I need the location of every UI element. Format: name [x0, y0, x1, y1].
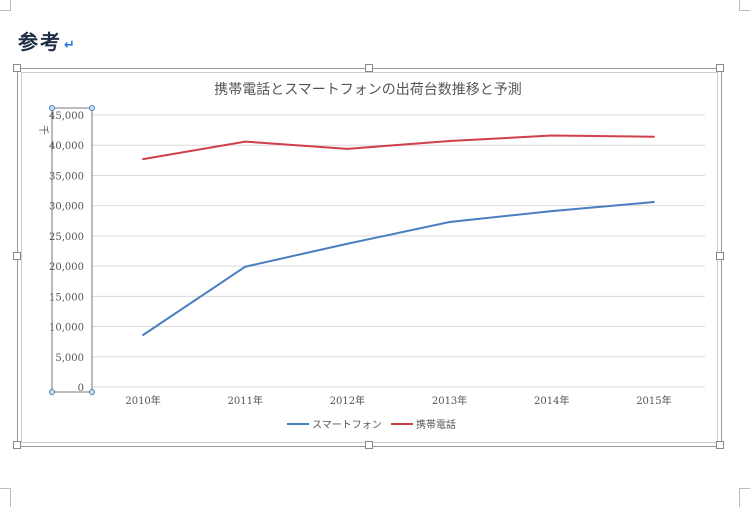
- data-point[interactable]: [142, 334, 145, 337]
- y-tick-label: 10,000: [49, 323, 84, 334]
- resize-handle[interactable]: [716, 252, 724, 260]
- y-tick-label: 30,000: [49, 202, 84, 213]
- y-tick-label: 40,000: [49, 141, 84, 152]
- y-tick-label: 35,000: [49, 171, 84, 182]
- data-point[interactable]: [142, 158, 145, 161]
- y-tick-label: 25,000: [49, 232, 84, 243]
- data-point[interactable]: [448, 139, 451, 142]
- x-tick-label: 2011年: [228, 394, 263, 407]
- series-line-1[interactable]: [142, 134, 654, 161]
- legend-label: スマートフォン: [312, 420, 382, 431]
- resize-handle[interactable]: [13, 64, 21, 72]
- data-point[interactable]: [244, 265, 247, 268]
- heading-text: 参考: [18, 30, 62, 54]
- selection-handle[interactable]: [49, 389, 55, 395]
- chart-title: 携帯電話とスマートフォンの出荷台数推移と予測: [214, 81, 522, 98]
- x-tick-label: 2015年: [636, 394, 671, 407]
- resize-handle[interactable]: [716, 441, 724, 449]
- resize-handle[interactable]: [13, 252, 21, 260]
- data-point[interactable]: [346, 242, 349, 245]
- crop-mark: [0, 488, 11, 507]
- return-mark-icon: ↵: [64, 38, 77, 53]
- data-point[interactable]: [652, 135, 655, 138]
- document-heading: 参考 ↵: [18, 26, 77, 55]
- data-point[interactable]: [346, 147, 349, 150]
- resize-handle[interactable]: [13, 441, 21, 449]
- y-tick-label: 5,000: [55, 353, 84, 364]
- crop-mark: [0, 0, 11, 11]
- crop-mark: [739, 0, 750, 11]
- selection-handle[interactable]: [89, 389, 95, 395]
- data-point[interactable]: [550, 210, 553, 213]
- y-tick-label: 45,000: [49, 111, 84, 122]
- x-tick-label: 2014年: [534, 394, 569, 407]
- x-tick-label: 2010年: [125, 394, 160, 407]
- crop-mark: [739, 488, 750, 507]
- y-tick-label: 0: [78, 383, 84, 394]
- y-axis-selection-box[interactable]: [51, 107, 93, 393]
- y-axis-unit-label: 千: [37, 125, 49, 135]
- selection-handle[interactable]: [89, 105, 95, 111]
- resize-handle[interactable]: [365, 441, 373, 449]
- x-tick-label: 2012年: [330, 394, 365, 407]
- data-point[interactable]: [244, 140, 247, 143]
- selection-handle[interactable]: [49, 105, 55, 111]
- y-tick-label: 20,000: [49, 262, 84, 273]
- legend-label: 携帯電話: [416, 418, 456, 431]
- y-tick-label: 15,000: [49, 292, 84, 303]
- resize-handle[interactable]: [716, 64, 724, 72]
- data-point[interactable]: [448, 220, 451, 223]
- data-point[interactable]: [550, 134, 553, 137]
- series-line-0[interactable]: [142, 201, 655, 336]
- resize-handle[interactable]: [365, 64, 373, 72]
- data-point[interactable]: [652, 201, 655, 204]
- x-tick-label: 2013年: [432, 394, 467, 407]
